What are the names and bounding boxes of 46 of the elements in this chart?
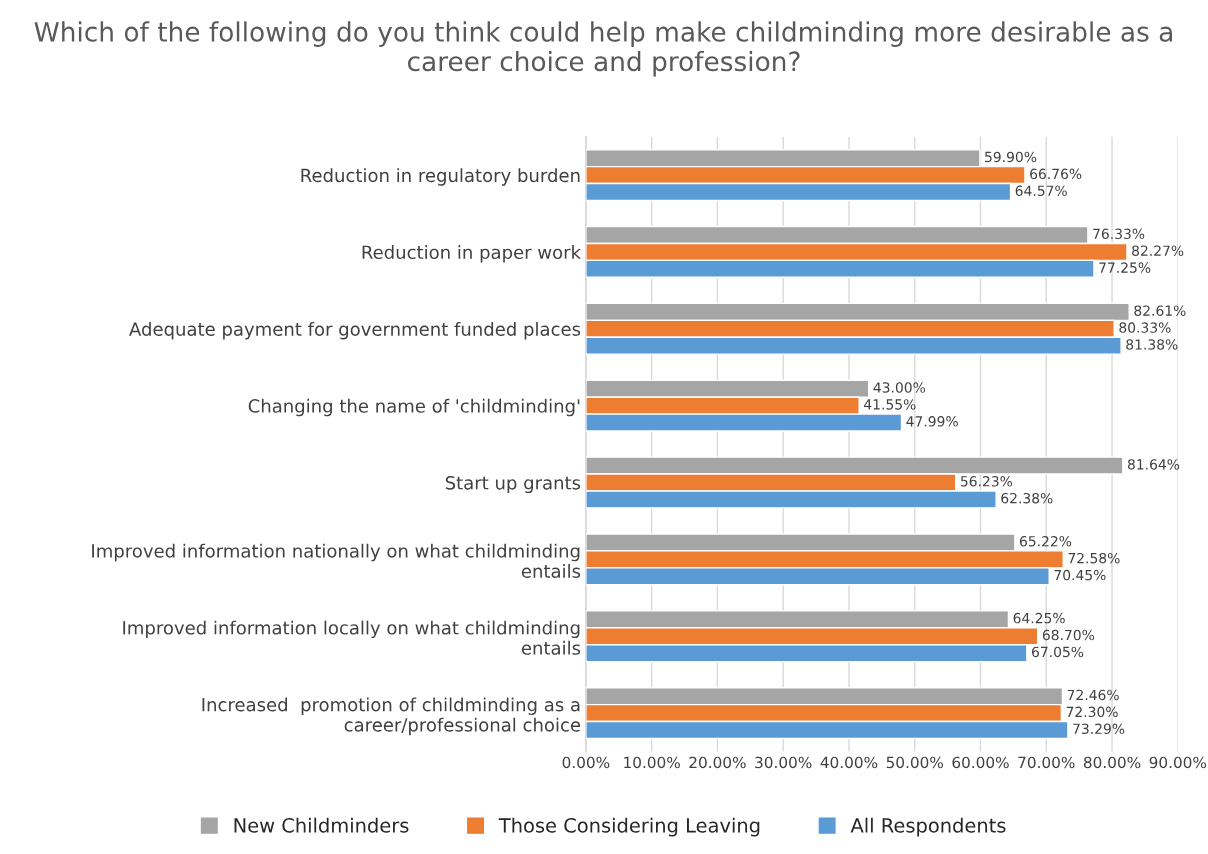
x-tick-label: 40.00%	[820, 756, 878, 769]
data-label: 59.90%	[985, 151, 1037, 163]
data-label: 56.23%	[960, 476, 1013, 487]
y-tick-label: Reduction in paper work	[362, 245, 581, 263]
legend-label: All Respondents	[850, 817, 1006, 837]
data-label: 70.45%	[1054, 569, 1106, 581]
x-tick-label: 20.00%	[689, 756, 746, 769]
data-label: 82.61%	[1134, 305, 1186, 316]
data-label: 82.27%	[1132, 245, 1184, 256]
data-label: 73.29%	[1073, 723, 1125, 735]
x-tick-label: 10.00%	[624, 756, 680, 769]
y-tick-label: Reduction in regulatory burden	[301, 168, 580, 186]
x-tick-label: 80.00%	[1083, 756, 1141, 769]
data-label: 67.05%	[1032, 646, 1084, 658]
y-tick-label: Changing the name of 'childminding'	[248, 398, 580, 417]
data-label: 72.58%	[1068, 552, 1120, 564]
data-label: 62.38%	[1001, 492, 1053, 504]
x-tick-label: 90.00%	[1149, 756, 1207, 769]
data-label: 80.33%	[1119, 322, 1171, 333]
data-label: 43.00%	[873, 382, 926, 393]
data-label: 76.33%	[1093, 228, 1145, 240]
y-tick-label: Start up grants	[445, 475, 581, 494]
data-label: 81.38%	[1126, 339, 1178, 350]
data-label: 72.30%	[1066, 706, 1118, 718]
y-tick-label: Improved information locally on what childminding entails	[123, 620, 581, 655]
x-tick-label: 0.00%	[562, 756, 610, 769]
x-tick-label: 50.00%	[886, 756, 944, 769]
data-label: 66.76%	[1030, 168, 1082, 180]
chart-title: Which of the following do you think could help make childminding more desirable as a career choice and profession?	[34, 21, 1172, 77]
data-label: 65.22%	[1019, 535, 1072, 547]
x-tick-label: 30.00%	[755, 756, 812, 769]
y-tick-label: Improved information nationally on what childminding entails	[92, 543, 581, 578]
data-label: 64.25%	[1013, 612, 1065, 624]
data-label: 72.46%	[1067, 689, 1119, 701]
data-label: 68.70%	[1042, 629, 1095, 641]
x-tick-label: 70.00%	[1018, 756, 1075, 769]
legend-label: New Childminders	[234, 817, 409, 833]
data-label: 41.55%	[864, 399, 916, 410]
y-tick-label: Adequate payment for government funded places	[129, 321, 581, 340]
data-label: 47.99%	[906, 416, 958, 427]
data-label: 77.25%	[1099, 262, 1151, 273]
legend-label: Those Considering Leaving	[498, 817, 760, 837]
x-tick-label: 60.00%	[952, 756, 1009, 769]
data-label: 81.64%	[1127, 459, 1180, 470]
data-label: 64.57%	[1015, 185, 1067, 197]
y-tick-label: Increased promotion of childminding as a career/professional choice	[202, 697, 581, 736]
